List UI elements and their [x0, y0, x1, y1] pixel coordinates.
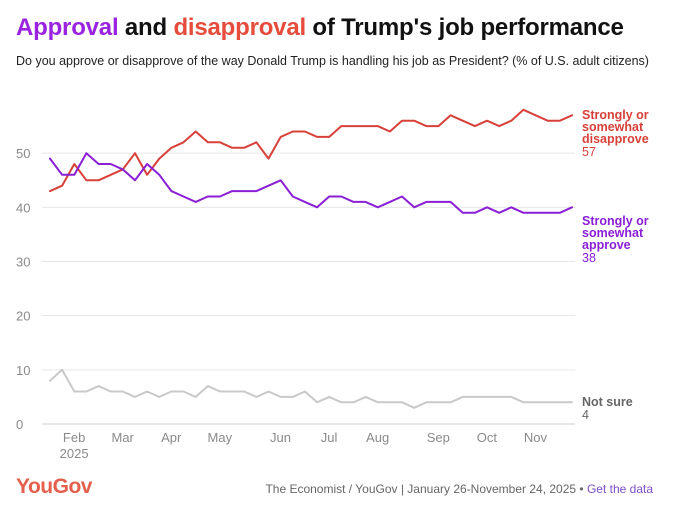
x-tick-label-nov: Nov	[524, 430, 548, 445]
title-and: and	[118, 14, 174, 41]
title-disapproval: disapproval	[173, 14, 306, 41]
y-axis-ticks: 0 10 20 30 40 50	[16, 146, 30, 432]
x-tick-label-mar: Mar	[112, 430, 135, 445]
series-end-labels: Strongly orsomewhatdisapprove57Strongly …	[582, 108, 649, 422]
footer-source: The Economist / YouGov | January 26-Nove…	[265, 482, 653, 496]
series-line-not-sure	[49, 368, 573, 409]
x-tick-label-oct: Oct	[477, 430, 498, 445]
y-tick-label-40: 40	[16, 200, 30, 215]
end-value-disapprove: 57	[582, 145, 596, 159]
x-tick-label-apr: Apr	[161, 430, 182, 445]
end-label-disapprove-line-3: disapprove	[582, 132, 649, 146]
end-label-approve-line-1: Strongly or	[582, 214, 649, 228]
end-label-disapprove-line-2: somewhat	[582, 120, 644, 134]
y-tick-label-20: 20	[16, 309, 30, 324]
x-tick-label-aug: Aug	[366, 430, 389, 445]
x-tick-label-feb: Feb	[63, 430, 85, 445]
end-label-disapprove-line-1: Strongly or	[582, 108, 649, 122]
end-label-not-sure-line-1: Not sure	[582, 395, 633, 409]
x-tick-label-may: May	[208, 430, 233, 445]
end-label-approve-line-2: somewhat	[582, 226, 644, 240]
get-the-data-link[interactable]: Get the data	[586, 482, 653, 496]
end-value-approve: 38	[582, 251, 596, 265]
end-label-approve-line-3: approve	[582, 238, 631, 252]
source-text: The Economist / YouGov | January 26-Nove…	[265, 482, 577, 496]
title-rest: of Trump's job performance	[305, 14, 624, 41]
y-tick-label-50: 50	[16, 146, 30, 161]
y-tick-label-10: 10	[16, 363, 30, 378]
x-tick-year-label: 2025	[60, 446, 89, 461]
source-separator: •	[576, 482, 587, 496]
x-tick-label-jul: Jul	[321, 430, 338, 445]
grid-lines	[42, 152, 575, 425]
chart-subtitle: Do you approve or disapprove of the way …	[16, 54, 649, 68]
end-value-not-sure: 4	[582, 408, 589, 422]
y-tick-label-30: 30	[16, 255, 30, 270]
x-tick-label-jun: Jun	[270, 430, 291, 445]
series-lines	[49, 108, 573, 409]
series-line-disapprove	[49, 108, 573, 193]
y-tick-label-0: 0	[16, 417, 23, 432]
chart-title: Approval and disapproval of Trump's job …	[16, 14, 624, 42]
yougov-logo: YouGov	[16, 475, 92, 498]
series-line-approve	[49, 152, 573, 214]
title-approval: Approval	[16, 14, 119, 41]
x-tick-label-sep: Sep	[427, 430, 450, 445]
